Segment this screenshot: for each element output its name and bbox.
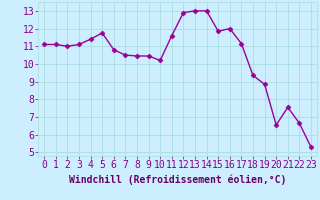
X-axis label: Windchill (Refroidissement éolien,°C): Windchill (Refroidissement éolien,°C) [69,174,286,185]
